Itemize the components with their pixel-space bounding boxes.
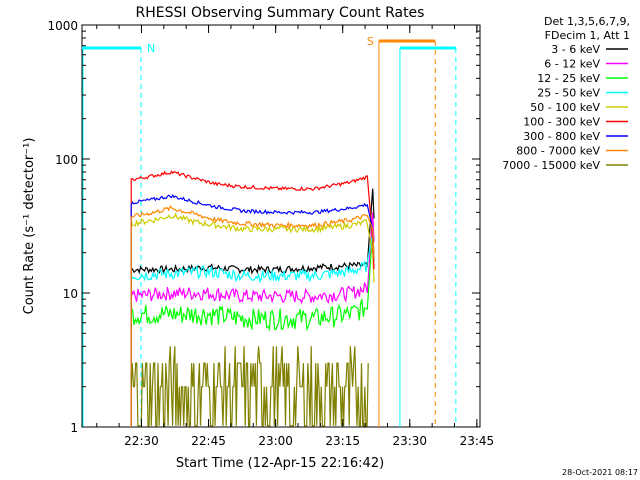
y-tick-label: 1000 <box>47 19 78 33</box>
legend-entry-label: 7000 - 15000 keV <box>502 159 600 172</box>
legend-entry-label: 800 - 7000 keV <box>516 145 600 158</box>
x-tick-label: 22:45 <box>191 434 226 448</box>
x-tick-label: 23:30 <box>392 434 427 448</box>
series-line <box>130 212 375 427</box>
series-lines <box>130 170 375 427</box>
legend-entry-label: 25 - 50 keV <box>537 87 600 100</box>
series-line <box>130 229 375 427</box>
x-tick-label: 23:00 <box>258 434 293 448</box>
legend-header-line-2: FDecim 1, Att 1 <box>545 29 630 42</box>
series-line <box>130 346 369 427</box>
series-line <box>130 170 375 427</box>
y-tick-label: 1 <box>70 421 78 435</box>
legend: Det 1,3,5,6,7,9, FDecim 1, Att 1 3 - 6 k… <box>502 15 630 172</box>
series-line <box>130 188 375 427</box>
chart-title: RHESSI Observing Summary Count Rates <box>136 5 425 21</box>
y-tick-label: 10 <box>63 287 78 301</box>
saa-label: S <box>367 35 374 48</box>
interval-bars: NS <box>82 35 457 427</box>
legend-header-line-1: Det 1,3,5,6,7,9, <box>544 15 630 28</box>
series-line <box>130 205 375 427</box>
axes: 22:30 22:45 23:00 23:15 23:30 23:45 1 10 100 1000 <box>47 19 494 448</box>
timestamp: 28-Oct-2021 08:17 <box>562 468 638 477</box>
x-tick-label: 23:15 <box>325 434 360 448</box>
legend-entry-label: 6 - 12 keV <box>544 58 600 71</box>
legend-entry-label: 50 - 100 keV <box>530 101 600 114</box>
legend-entry-label: 300 - 800 keV <box>523 130 600 143</box>
legend-entry-label: 12 - 25 keV <box>537 72 600 85</box>
night-label: N <box>147 42 155 55</box>
legend-entry-label: 3 - 6 keV <box>551 43 600 56</box>
series-line <box>130 212 375 427</box>
x-tick-label: 23:45 <box>460 434 495 448</box>
x-tick-label: 22:30 <box>124 434 159 448</box>
legend-entry-label: 100 - 300 keV <box>523 116 600 129</box>
y-axis-label: Count Rate (s⁻¹ detector⁻¹) <box>22 138 37 315</box>
series-line <box>130 232 375 427</box>
series-line <box>130 193 375 427</box>
x-axis-label: Start Time (12-Apr-15 22:16:42) <box>176 456 384 471</box>
y-tick-label: 100 <box>55 153 78 167</box>
